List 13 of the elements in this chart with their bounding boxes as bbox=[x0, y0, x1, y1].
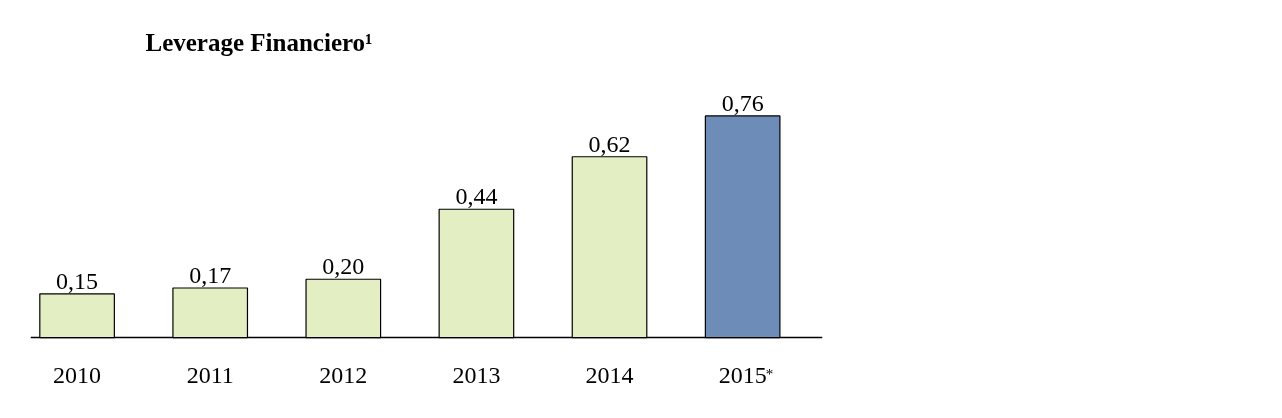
data-label: 0,15 bbox=[56, 267, 99, 294]
x-tick-label: 2012 bbox=[319, 361, 368, 388]
data-label: 0,76 bbox=[721, 89, 764, 116]
x-tick-label: 2013 bbox=[452, 361, 501, 388]
data-label: 0,20 bbox=[322, 253, 365, 280]
chart-title: Leverage Financiero¹ bbox=[145, 28, 373, 56]
x-tick-label: 2015* bbox=[718, 361, 774, 388]
x-tick-label: 2014 bbox=[585, 361, 634, 388]
x-tick-label: 2011 bbox=[186, 361, 234, 388]
data-label: 0,44 bbox=[455, 183, 498, 210]
x-tick-label: 2010 bbox=[53, 361, 102, 388]
data-label: 0,62 bbox=[588, 130, 631, 157]
data-label: 0,17 bbox=[189, 261, 232, 288]
